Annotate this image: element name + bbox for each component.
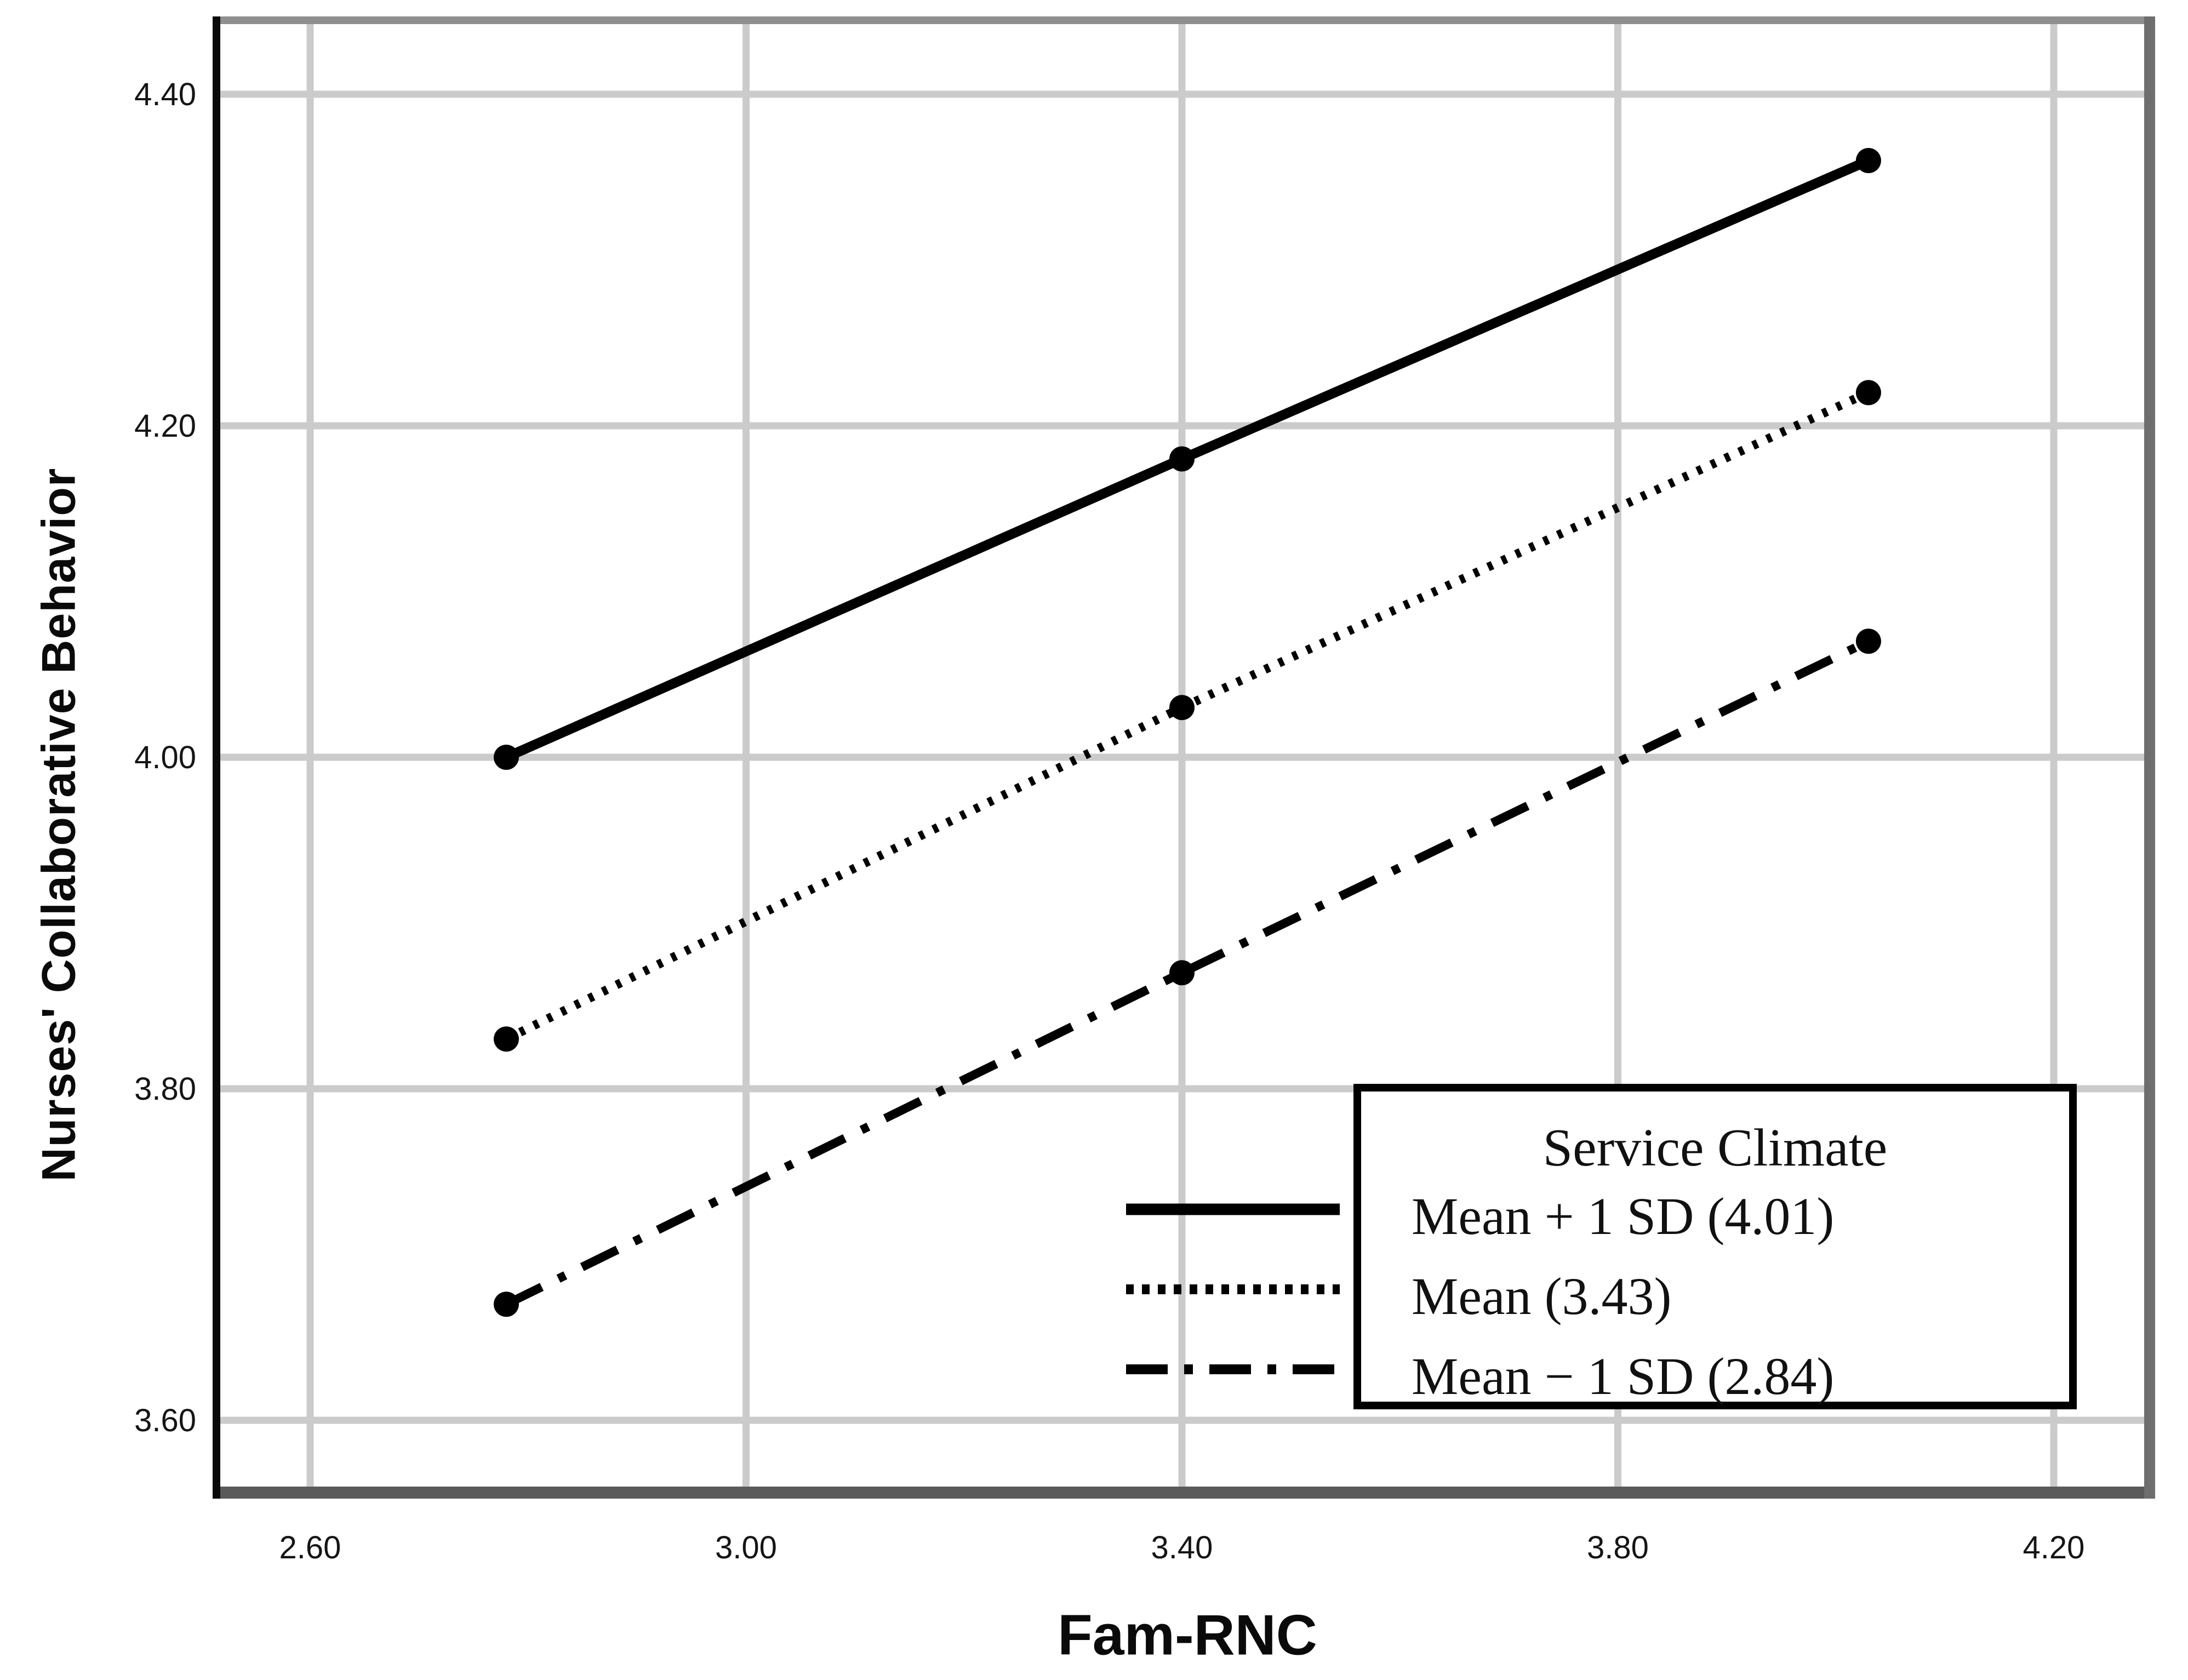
y-tick-label: 3.80 <box>134 1071 196 1107</box>
x-tick-label: 2.60 <box>279 1530 341 1565</box>
x-axis-title: Fam-RNC <box>1058 1603 1317 1667</box>
legend-title: Service Climate <box>1543 1118 1888 1178</box>
x-tick-label: 4.20 <box>2023 1530 2085 1565</box>
y-tick-label: 4.00 <box>134 740 196 775</box>
legend-label: Mean (3.43) <box>1412 1266 1672 1325</box>
data-point-marker <box>1855 628 1881 654</box>
data-point-marker <box>1169 695 1195 721</box>
x-tick-label: 3.40 <box>1151 1530 1213 1565</box>
legend-entry-mean: Mean (3.43) <box>1361 1256 2069 1336</box>
x-tick-label: 3.80 <box>1587 1530 1649 1565</box>
data-point-marker <box>493 745 519 770</box>
y-tick-label: 4.40 <box>134 77 196 112</box>
gridlines <box>213 16 2155 1499</box>
legend-entry-mean-minus-1sd: Mean − 1 SD (2.84) <box>1361 1336 2069 1416</box>
x-tick-label: 3.00 <box>715 1530 777 1565</box>
legend-entry-mean-plus-1sd: Mean + 1 SD (4.01) <box>1361 1176 2069 1256</box>
axis-tick-labels: 3.60 3.80 4.00 4.20 4.40 2.60 3.00 3.40 3.80 4.20 <box>134 77 2084 1565</box>
legend: Service Climate Mean + 1 SD (4.01) Mean … <box>1353 1084 2077 1409</box>
data-point-marker <box>1169 960 1195 986</box>
data-series <box>493 148 1881 1317</box>
data-point-marker <box>1169 446 1195 472</box>
data-point-marker <box>1855 148 1881 173</box>
y-axis-title: Nurses' Collaborative Behavior <box>32 467 85 1182</box>
legend-label: Mean + 1 SD (4.01) <box>1412 1186 1835 1245</box>
legend-label: Mean − 1 SD (2.84) <box>1412 1346 1835 1405</box>
data-point-marker <box>493 1292 519 1317</box>
data-point-marker <box>493 1026 519 1052</box>
y-tick-label: 4.20 <box>134 408 196 444</box>
legend-line-samples <box>1126 1203 1340 1374</box>
y-tick-label: 3.60 <box>134 1403 196 1438</box>
plot-frame <box>213 16 2155 1499</box>
data-point-marker <box>1855 380 1881 405</box>
